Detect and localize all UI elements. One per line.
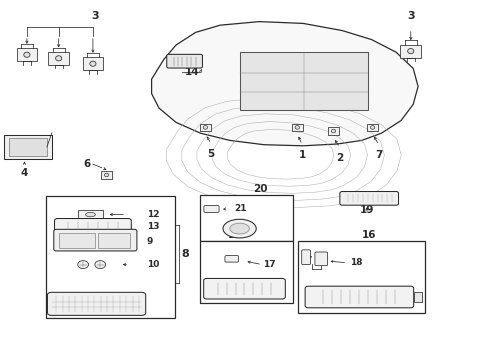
Bar <box>4 135 52 159</box>
FancyBboxPatch shape <box>47 292 145 315</box>
Text: 4: 4 <box>20 168 28 178</box>
Bar <box>239 52 367 110</box>
Text: 9: 9 <box>146 238 153 247</box>
Bar <box>366 124 377 131</box>
Bar <box>17 48 37 61</box>
Text: 19: 19 <box>359 204 373 215</box>
Ellipse shape <box>24 52 30 57</box>
Text: 11: 11 <box>122 300 134 309</box>
FancyBboxPatch shape <box>314 252 327 266</box>
Text: 17: 17 <box>263 260 275 269</box>
Bar <box>98 233 129 248</box>
Text: 6: 6 <box>83 159 90 169</box>
Text: 14: 14 <box>184 67 199 77</box>
Text: 16: 16 <box>361 230 376 240</box>
FancyBboxPatch shape <box>166 54 202 68</box>
FancyBboxPatch shape <box>203 279 285 299</box>
Ellipse shape <box>104 173 108 177</box>
FancyBboxPatch shape <box>224 256 238 262</box>
Ellipse shape <box>407 49 413 54</box>
FancyBboxPatch shape <box>54 229 137 251</box>
Ellipse shape <box>56 56 61 61</box>
Ellipse shape <box>229 223 249 234</box>
Ellipse shape <box>95 261 105 269</box>
Text: 18: 18 <box>349 258 362 267</box>
Bar <box>9 138 47 156</box>
Text: 12: 12 <box>146 210 159 219</box>
Text: 10: 10 <box>146 260 159 269</box>
Ellipse shape <box>203 126 207 129</box>
Text: 1: 1 <box>298 150 305 160</box>
Bar <box>327 127 338 135</box>
Text: 5: 5 <box>207 149 214 159</box>
Ellipse shape <box>295 126 299 129</box>
Polygon shape <box>151 22 417 146</box>
FancyBboxPatch shape <box>305 286 413 308</box>
Bar <box>78 210 102 219</box>
Bar <box>200 195 293 241</box>
Text: 21: 21 <box>234 204 247 213</box>
Bar <box>400 45 420 58</box>
FancyBboxPatch shape <box>203 206 219 212</box>
Text: 17: 17 <box>385 294 397 302</box>
Text: 3: 3 <box>91 11 99 21</box>
Bar <box>200 124 210 131</box>
Bar <box>413 292 422 302</box>
Ellipse shape <box>78 261 88 269</box>
Text: 20: 20 <box>252 184 267 194</box>
Bar <box>48 52 69 65</box>
Ellipse shape <box>85 212 95 217</box>
FancyBboxPatch shape <box>54 219 131 234</box>
Ellipse shape <box>331 129 335 133</box>
Bar <box>298 241 425 313</box>
Text: 8: 8 <box>181 249 188 259</box>
FancyBboxPatch shape <box>301 250 310 265</box>
Text: 3: 3 <box>406 11 414 21</box>
Ellipse shape <box>370 126 374 129</box>
Text: 15: 15 <box>227 230 242 240</box>
Bar <box>59 233 95 248</box>
Bar <box>200 241 293 303</box>
Text: 7: 7 <box>374 150 382 161</box>
Text: 13: 13 <box>146 222 159 231</box>
Bar <box>101 171 112 179</box>
FancyBboxPatch shape <box>339 192 398 205</box>
Bar <box>46 196 175 318</box>
Bar <box>82 57 103 70</box>
Text: 2: 2 <box>336 153 343 163</box>
Ellipse shape <box>223 219 256 238</box>
Bar <box>291 124 302 131</box>
Ellipse shape <box>90 61 96 66</box>
